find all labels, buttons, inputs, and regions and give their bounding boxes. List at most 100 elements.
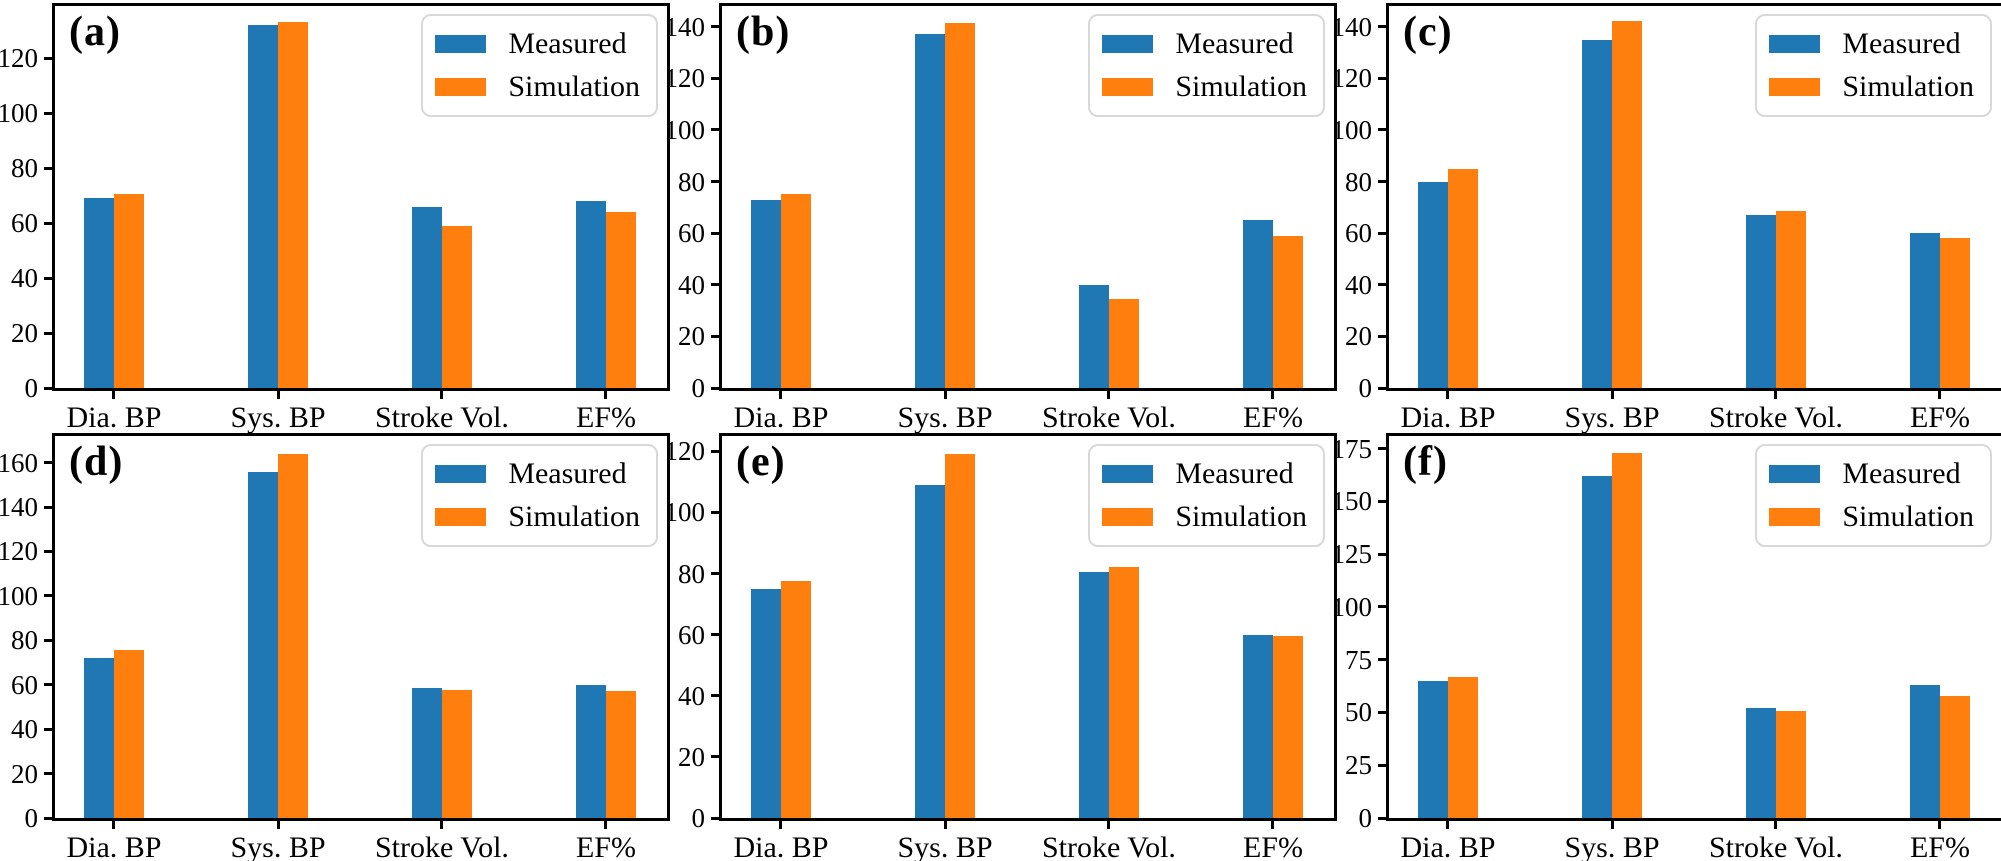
legend-row-simulation: Simulation <box>1769 500 1974 533</box>
x-tick <box>779 821 783 829</box>
y-tick-label: 120 <box>664 436 706 467</box>
x-tick-label-ef: EF% <box>575 831 636 861</box>
y-tick <box>711 231 719 235</box>
legend-swatch-simulation <box>1769 77 1821 96</box>
plot-area-a: (a) 0 20 40 60 80 100 120 Dia. BP Sys. BP Stroke … <box>0 3 670 434</box>
y-tick <box>711 76 719 80</box>
y-tick <box>711 128 719 132</box>
y-tick-label: 60 <box>678 218 705 249</box>
bar-measured-dia-bp <box>1417 182 1448 388</box>
y-tick <box>44 638 52 642</box>
y-tick <box>711 386 719 390</box>
y-tick-label: 175 <box>1331 433 1373 464</box>
legend-swatch-simulation <box>1102 77 1154 96</box>
x-tick-label-stroke-vol: Stroke Vol. <box>1041 401 1176 434</box>
bar-simulation-sys-bp <box>945 454 975 818</box>
y-tick <box>44 549 52 553</box>
legend-swatch-simulation <box>435 77 487 96</box>
bar-simulation-ef <box>605 212 636 388</box>
y-tick <box>1378 658 1386 662</box>
y-tick-label: 140 <box>1331 11 1373 42</box>
bar-simulation-sys-bp <box>945 23 975 388</box>
x-tick <box>276 821 280 829</box>
legend: Measured Simulation <box>1755 14 1992 117</box>
bar-simulation-stroke-vol <box>1108 299 1139 388</box>
bar-simulation-stroke-vol <box>1775 711 1806 818</box>
y-tick <box>711 694 719 698</box>
x-tick-label-sys-bp: Sys. BP <box>1564 831 1660 861</box>
x-tick <box>1271 391 1275 399</box>
legend-row-simulation: Simulation <box>1102 500 1307 533</box>
x-tick-label-ef: EF% <box>575 401 636 434</box>
bar-measured-sys-bp <box>1582 476 1612 818</box>
y-tick <box>711 755 719 759</box>
y-tick-label: 0 <box>691 803 706 833</box>
x-tick-label-dia-bp: Dia. BP <box>66 401 162 434</box>
x-tick-label-stroke-vol: Stroke Vol. <box>1708 401 1843 434</box>
bar-simulation-dia-bp <box>780 581 811 818</box>
legend-row-simulation: Simulation <box>435 70 640 103</box>
subplot-label-e: (e) <box>736 439 786 485</box>
legend-label-simulation: Simulation <box>1175 500 1307 533</box>
y-tick-label: 60 <box>678 619 705 650</box>
legend-row-measured: Measured <box>1102 457 1307 490</box>
y-tick <box>44 505 52 509</box>
x-tick-label-stroke-vol: Stroke Vol. <box>1041 831 1176 861</box>
y-tick-label: 160 <box>0 447 38 478</box>
x-tick-label-sys-bp: Sys. BP <box>230 831 326 861</box>
plot-area-e: (e) 0 20 40 60 80 100 120 Dia. BP Sys. BP Stroke … <box>665 433 1337 861</box>
bar-measured-sys-bp <box>248 25 278 388</box>
y-tick <box>44 331 52 335</box>
y-tick-label: 60 <box>11 208 38 239</box>
y-tick <box>1378 499 1386 503</box>
y-tick <box>1378 128 1386 132</box>
bar-measured-ef <box>1242 635 1273 818</box>
y-tick-label: 80 <box>11 625 38 656</box>
y-tick-label: 100 <box>1331 114 1373 145</box>
legend-swatch-simulation <box>435 507 487 526</box>
y-tick <box>711 510 719 514</box>
y-tick <box>1378 231 1386 235</box>
bar-measured-dia-bp <box>83 658 114 818</box>
y-tick <box>711 180 719 183</box>
y-tick-label: 120 <box>0 536 38 567</box>
y-tick <box>1378 334 1386 338</box>
subplot-label-a: (a) <box>69 9 121 55</box>
legend: Measured Simulation <box>1755 444 1992 547</box>
y-tick-label: 0 <box>1358 373 1373 403</box>
y-tick-label: 120 <box>0 43 38 74</box>
legend: Measured Simulation <box>1088 444 1325 547</box>
bar-simulation-ef <box>605 691 636 818</box>
plot-area-b: (b) 0 20 40 60 80 100 120 140 Dia. BP Sys. BP Stro… <box>665 3 1337 434</box>
x-tick <box>604 821 608 829</box>
legend-label-simulation: Simulation <box>508 70 640 103</box>
y-tick <box>711 816 719 820</box>
legend-label-measured: Measured <box>508 27 627 60</box>
y-tick <box>1378 816 1386 820</box>
subplot-a: (a) 0 20 40 60 80 100 120 Dia. BP Sys. BP Stroke … <box>0 0 670 434</box>
y-tick <box>1378 283 1386 287</box>
y-tick <box>44 56 52 60</box>
legend-label-simulation: Simulation <box>1842 70 1974 103</box>
x-tick <box>1107 821 1111 829</box>
bar-simulation-ef <box>1939 238 1970 388</box>
y-tick <box>44 166 52 170</box>
x-tick-label-dia-bp: Dia. BP <box>66 831 162 861</box>
bar-measured-stroke-vol <box>1078 285 1109 388</box>
legend-swatch-measured <box>1102 464 1154 483</box>
y-tick <box>1378 605 1386 609</box>
subplot-label-d: (d) <box>69 439 124 485</box>
bar-measured-stroke-vol <box>1745 215 1776 388</box>
bar-simulation-stroke-vol <box>441 690 472 818</box>
x-tick <box>112 821 116 829</box>
bar-measured-dia-bp <box>750 589 781 818</box>
bar-simulation-dia-bp <box>780 194 811 388</box>
bar-simulation-sys-bp <box>278 454 308 818</box>
x-tick <box>1938 821 1942 829</box>
subplot-c: (c) 0 20 40 60 80 100 120 140 Dia. BP Sys. BP Stro… <box>1332 0 2001 434</box>
bar-measured-sys-bp <box>1582 40 1612 388</box>
bar-simulation-dia-bp <box>1447 169 1478 388</box>
x-tick-label-sys-bp: Sys. BP <box>230 401 326 434</box>
legend-label-measured: Measured <box>1175 457 1294 490</box>
y-tick-label: 140 <box>0 492 38 523</box>
